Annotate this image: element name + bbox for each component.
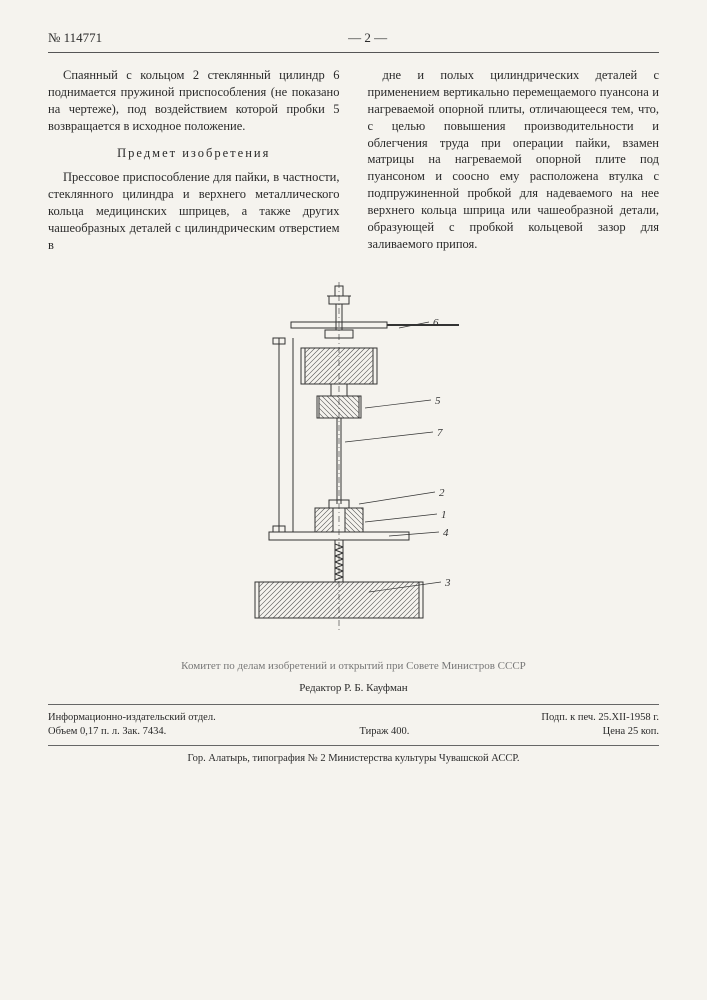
svg-text:4: 4 [443,527,449,539]
imprint-right-mid: Тираж 400. [360,725,410,739]
page: № 114771 — 2 — Спаянный с кольцом 2 стек… [0,0,707,786]
right-column: дне и полых цилиндрических деталей с при… [368,67,660,260]
imprint-right-bottom: Цена 25 коп. [603,725,659,739]
header-rule [48,52,659,53]
right-para-1: дне и полых цилиндрических деталей с при… [368,67,660,253]
svg-text:2: 2 [439,487,445,499]
imprint-bottom: Гор. Алатырь, типография № 2 Министерств… [48,752,659,766]
footer-rule-2 [48,745,659,746]
doc-number: № 114771 [48,30,102,46]
text-columns: Спаянный с кольцом 2 стеклянный цилиндр … [48,67,659,260]
left-para-2: Прессовое приспособление для пайки, в ча… [48,169,340,253]
svg-text:7: 7 [437,427,443,439]
svg-text:3: 3 [444,577,451,589]
header-spacer [633,30,659,46]
technical-drawing: 6 5 7 2 1 4 3 [204,282,504,642]
imprint-right-top: Подп. к печ. 25.XII-1958 г. [541,711,659,725]
page-number: — 2 — [348,30,387,46]
left-para-1: Спаянный с кольцом 2 стеклянный цилиндр … [48,67,340,135]
imprint-left-bottom: Объем 0,17 п. л. Зак. 7434. [48,725,166,739]
committee-line: Комитет по делам изобретений и открытий … [48,660,659,672]
editor-line: Редактор Р. Б. Кауфман [48,682,659,694]
header-line: № 114771 — 2 — [48,30,659,46]
left-column: Спаянный с кольцом 2 стеклянный цилиндр … [48,67,340,260]
imprint-row-2: Объем 0,17 п. л. Зак. 7434. Тираж 400. Ц… [48,725,659,739]
section-title: Предмет изобретения [48,145,340,162]
footer-rule-1 [48,704,659,705]
imprint-row-1: Информационно-издательский отдел. Подп. … [48,711,659,725]
svg-text:6: 6 [433,317,439,329]
figure-container: 6 5 7 2 1 4 3 [48,282,659,642]
imprint-block: Информационно-издательский отдел. Подп. … [48,711,659,739]
imprint-left-top: Информационно-издательский отдел. [48,711,216,725]
svg-text:1: 1 [441,509,447,521]
svg-text:5: 5 [435,395,441,407]
